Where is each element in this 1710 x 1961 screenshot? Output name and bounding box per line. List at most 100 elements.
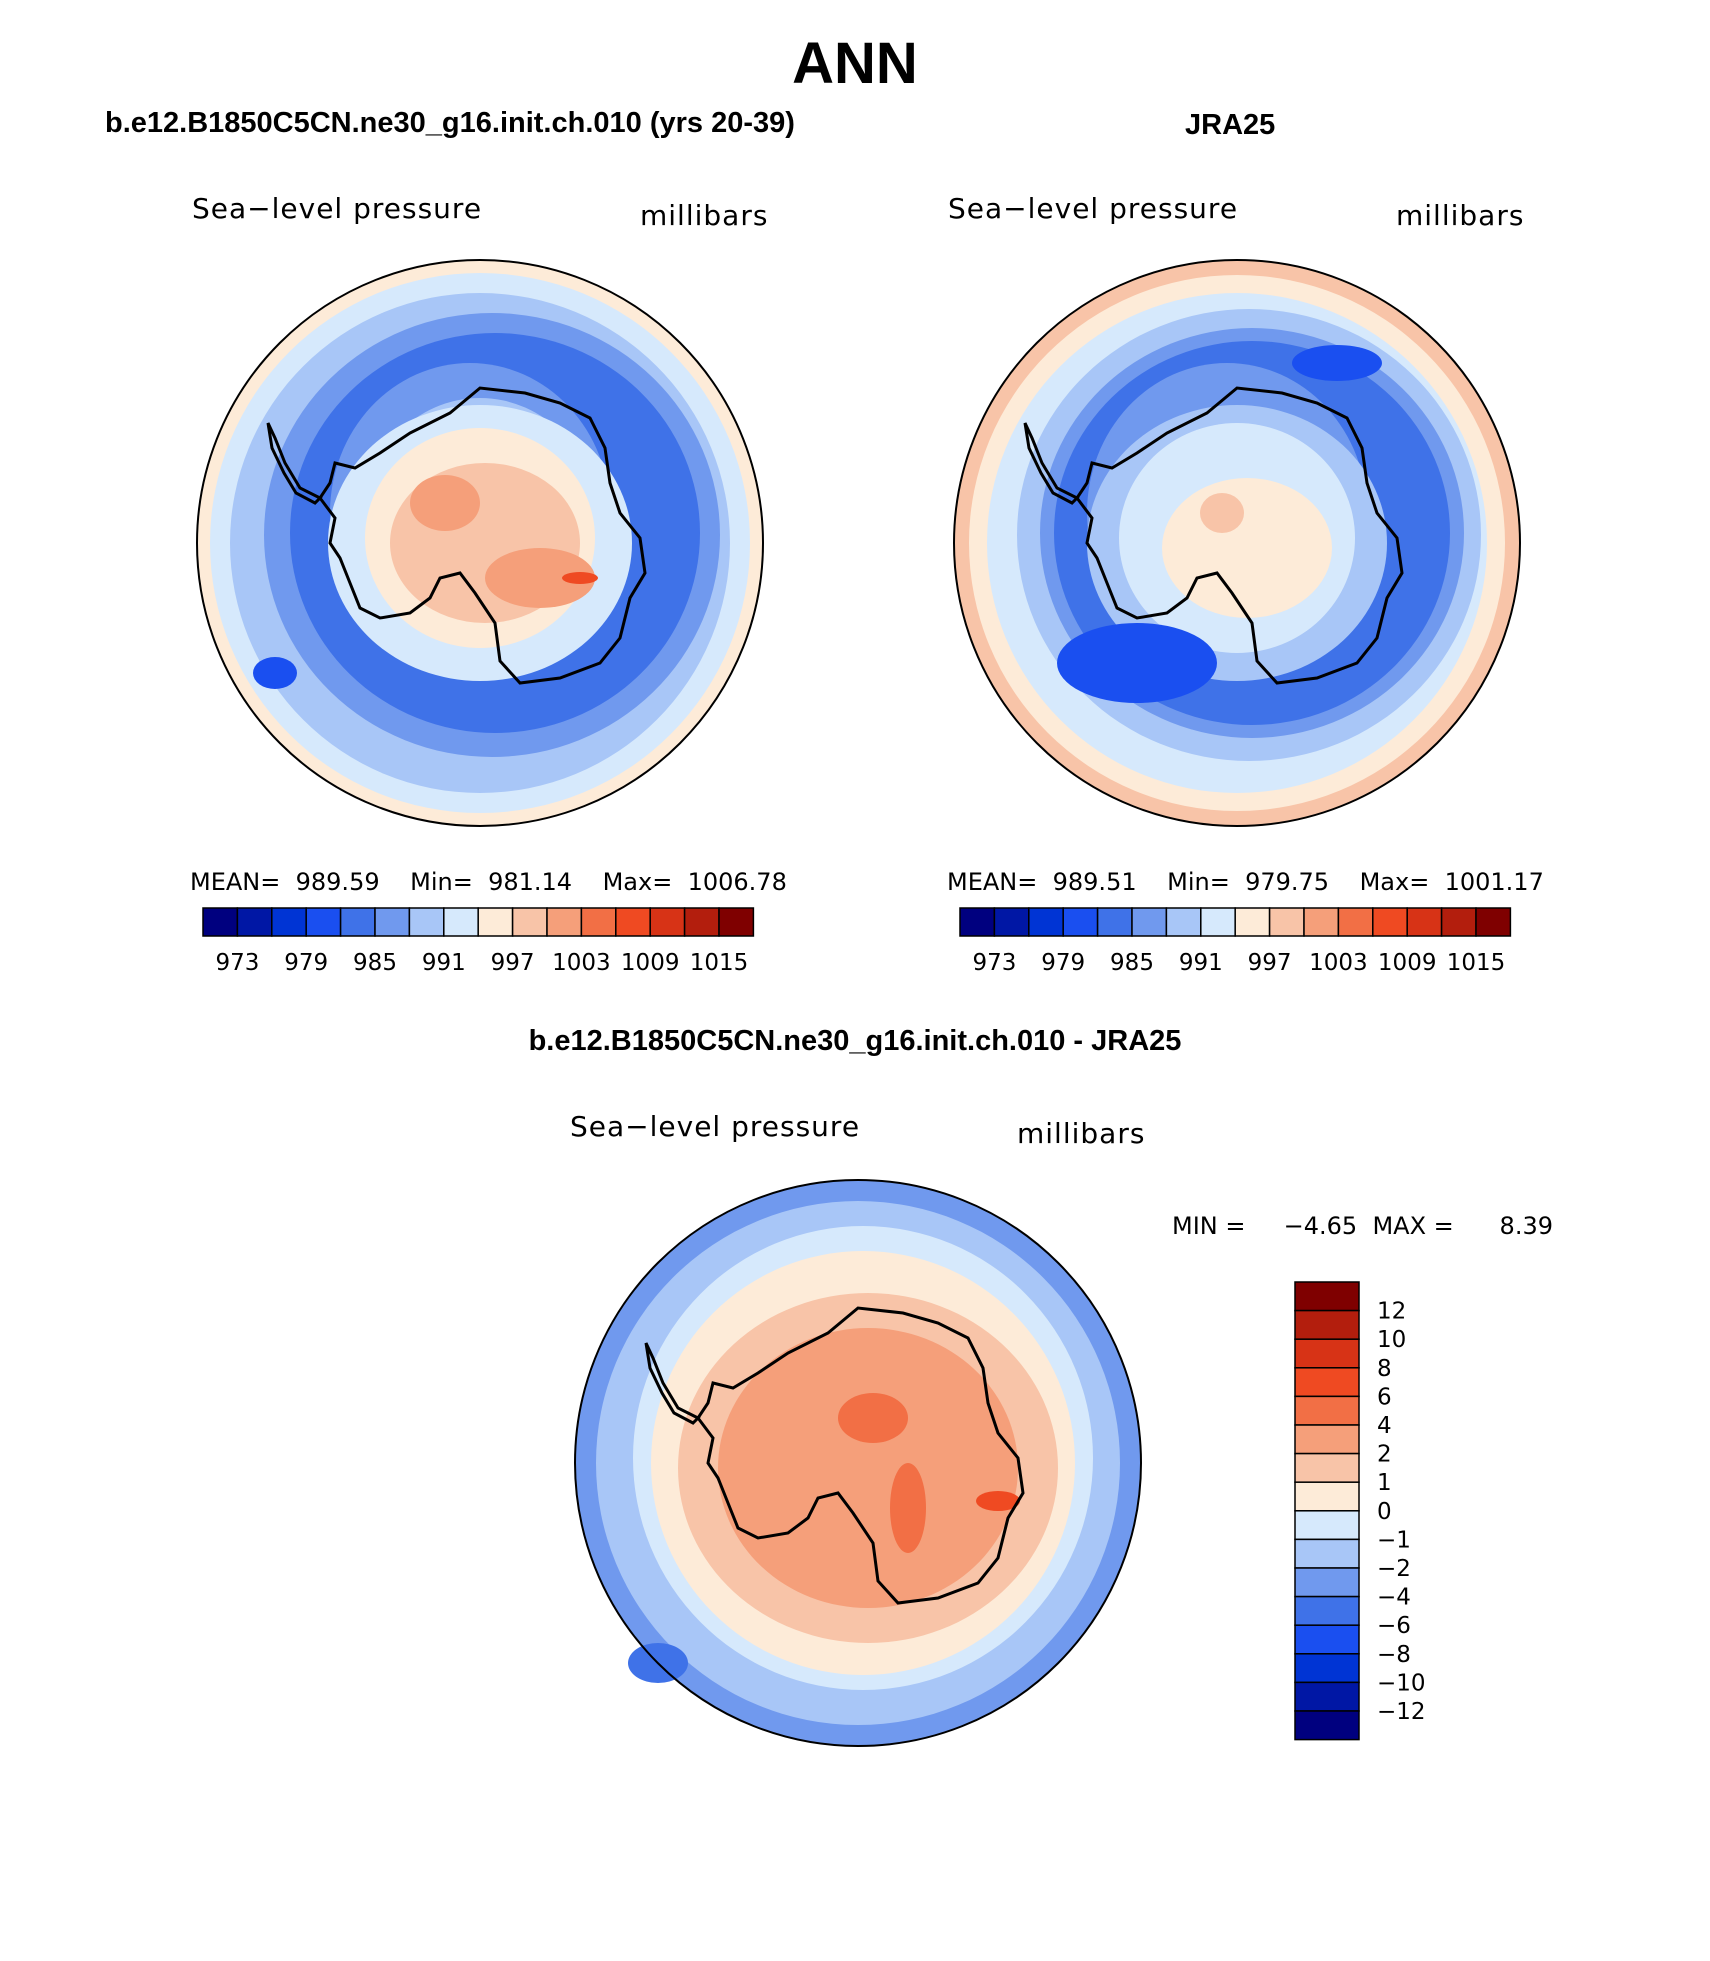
diff-colorbar-box (1294, 1338, 1360, 1369)
diff-colorbar-box (1294, 1567, 1360, 1598)
model-colorbar-box (374, 907, 411, 937)
diff-min-label: MIN = (1172, 1212, 1246, 1240)
model-colorbar-box (580, 907, 617, 937)
obs-max-value: 1001.17 (1444, 868, 1544, 896)
obs-colorbar-box (1268, 907, 1305, 937)
diff-colorbar-box (1294, 1653, 1360, 1684)
model-colorbar-box (546, 907, 583, 937)
diff-colorbar-tick: 4 (1377, 1413, 1392, 1439)
model-stats: MEAN= 989.59 Min= 981.14 Max= 1006.78 (190, 868, 787, 896)
obs-colorbar-tick: 1003 (1309, 950, 1368, 976)
diff-colorbar-box (1294, 1281, 1360, 1312)
diff-colorbar-box (1294, 1452, 1360, 1483)
model-colorbar-tick: 985 (353, 950, 397, 976)
model-colorbar-tick: 979 (284, 950, 328, 976)
obs-colorbar-tick: 997 (1248, 950, 1292, 976)
diff-colorbar-tick: 8 (1377, 1356, 1392, 1382)
model-variable-label: Sea−level pressure (192, 192, 483, 225)
obs-map-low-north (1292, 345, 1382, 381)
obs-map-low-min (1057, 623, 1217, 703)
model-colorbar-box (718, 907, 755, 937)
diff-min-value: −4.65 (1283, 1212, 1358, 1240)
diff-colorbar-box (1294, 1481, 1360, 1512)
diff-map-high-6-a (838, 1393, 908, 1443)
model-panel-header: b.e12.B1850C5CN.ne30_g16.init.ch.010 (yr… (105, 107, 795, 139)
obs-colorbar-tick: 979 (1041, 950, 1085, 976)
obs-colorbar-box (1234, 907, 1271, 937)
model-colorbar-tick: 991 (422, 950, 466, 976)
model-colorbar-tick: 973 (215, 950, 259, 976)
diff-map-boundary (574, 1179, 1142, 1747)
diff-colorbar-box (1294, 1367, 1360, 1398)
obs-colorbar-box (1372, 907, 1408, 937)
diff-colorbar-tick: 0 (1377, 1499, 1392, 1525)
model-min-label: Min= (410, 868, 473, 896)
obs-colorbar-box (1096, 907, 1133, 937)
obs-colorbar-box (1303, 907, 1340, 937)
diff-colorbar-box (1294, 1424, 1360, 1455)
model-colorbar-box (443, 907, 479, 937)
obs-units-label: millibars (1396, 199, 1525, 232)
diff-units-label: millibars (1017, 1117, 1146, 1150)
model-colorbar-tick: 1015 (690, 950, 749, 976)
diff-colorbar-tick: −10 (1377, 1670, 1426, 1696)
diff-map-high-6-b (890, 1463, 926, 1553)
obs-colorbar-tick: 991 (1179, 950, 1223, 976)
obs-colorbar-box (1131, 907, 1168, 937)
figure-title: ANN (792, 31, 918, 96)
obs-colorbar-box (1440, 907, 1477, 937)
model-map-high-1003-b (485, 548, 595, 608)
obs-min-label: Min= (1167, 868, 1230, 896)
diff-colorbar-tick: 2 (1377, 1442, 1392, 1468)
obs-map-high-1000 (1200, 493, 1244, 533)
obs-colorbar: 973 979 985 991 997 1003 1009 1015 (959, 907, 1512, 976)
model-mean-value: 989.59 (295, 868, 380, 896)
diff-stats: MIN = −4.65 MAX = 8.39 (1172, 1212, 1553, 1240)
model-slp-map (196, 259, 764, 827)
model-max-label: Max= (602, 868, 673, 896)
obs-colorbar-box (1165, 907, 1202, 937)
obs-colorbar-tick: 1009 (1378, 950, 1437, 976)
obs-colorbar-box (993, 907, 1030, 937)
obs-slp-map (953, 259, 1521, 827)
diff-colorbar-tick: −1 (1377, 1527, 1411, 1553)
model-map-high-1006 (562, 572, 598, 584)
diff-colorbar-tick: −4 (1377, 1585, 1411, 1611)
diff-colorbar-box (1294, 1595, 1360, 1626)
diff-colorbar-box (1294, 1309, 1360, 1340)
obs-colorbar-box (1475, 907, 1512, 937)
diff-colorbar-box (1294, 1538, 1360, 1569)
model-colorbar-box (408, 907, 445, 937)
model-colorbar-box (683, 907, 720, 937)
model-colorbar-box (339, 907, 376, 937)
model-map-high-1003-a (410, 475, 480, 531)
obs-colorbar-box (1062, 907, 1099, 937)
model-max-value: 1006.78 (687, 868, 787, 896)
model-mean-label: MEAN= (190, 868, 281, 896)
model-colorbar-tick: 997 (491, 950, 535, 976)
obs-mean-value: 989.51 (1052, 868, 1137, 896)
diff-colorbar-tick: −6 (1377, 1613, 1411, 1639)
model-colorbar-box (511, 907, 548, 937)
diff-colorbar-tick: 10 (1377, 1327, 1406, 1353)
obs-stats: MEAN= 989.51 Min= 979.75 Max= 1001.17 (947, 868, 1544, 896)
obs-colorbar-tick: 985 (1110, 950, 1154, 976)
diff-colorbar-tick: −8 (1377, 1642, 1411, 1668)
diff-colorbar-box (1294, 1710, 1360, 1741)
model-min-value: 981.14 (488, 868, 573, 896)
model-colorbar-box (649, 907, 686, 937)
obs-max-label: Max= (1359, 868, 1430, 896)
diff-colorbar-tick: 6 (1377, 1384, 1392, 1410)
obs-mean-label: MEAN= (947, 868, 1038, 896)
model-colorbar-box (477, 907, 514, 937)
obs-panel-header: JRA25 (1185, 109, 1276, 141)
diff-panel-header: b.e12.B1850C5CN.ne30_g16.init.ch.010 - J… (528, 1025, 1182, 1057)
model-colorbar-tick: 1009 (621, 950, 680, 976)
obs-colorbar-tick: 973 (972, 950, 1016, 976)
model-colorbar-tick: 1003 (552, 950, 611, 976)
obs-map-boundary (953, 259, 1521, 827)
diff-colorbar-tick: 1 (1377, 1470, 1392, 1496)
diff-max-value: 8.39 (1499, 1212, 1553, 1240)
model-map-low-min (253, 657, 297, 689)
